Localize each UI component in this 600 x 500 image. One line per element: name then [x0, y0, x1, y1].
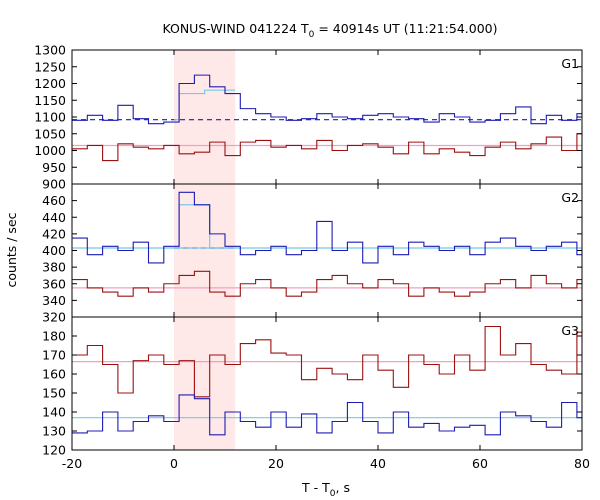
x-tick-label: 20 — [268, 456, 284, 471]
y-tick-label: 1100 — [34, 110, 66, 125]
series-blue-histogram — [72, 74, 582, 125]
series-blue-histogram — [72, 394, 582, 436]
y-tick-label: 1300 — [34, 43, 66, 58]
y-tick-label: 320 — [42, 310, 66, 325]
y-tick-label: 180 — [42, 329, 66, 344]
series-red-histogram — [72, 325, 582, 398]
y-tick-label: 380 — [42, 260, 66, 275]
x-tick-label: 80 — [574, 456, 590, 471]
y-tick-label: 900 — [42, 177, 66, 192]
series-blue-histogram — [72, 191, 582, 264]
series-red-histogram — [72, 270, 582, 297]
x-axis-label: T - T0, s — [301, 480, 350, 499]
panel-label: G3 — [561, 323, 579, 338]
y-tick-label: 120 — [42, 443, 66, 458]
pulse-fit-line — [174, 89, 236, 121]
x-tick-label: 60 — [472, 456, 488, 471]
y-tick-label: 440 — [42, 210, 66, 225]
y-tick-label: 1200 — [34, 76, 66, 91]
y-tick-label: 130 — [42, 424, 66, 439]
series-red-histogram — [72, 133, 582, 162]
y-tick-label: 950 — [42, 160, 66, 175]
y-tick-label: 400 — [42, 243, 66, 258]
panel-frame — [71, 316, 583, 451]
y-tick-label: 420 — [42, 226, 66, 241]
y-tick-label: 460 — [42, 193, 66, 208]
x-tick-label: 40 — [370, 456, 386, 471]
panel-frame — [71, 49, 583, 185]
y-axis-label: counts / sec — [4, 212, 19, 287]
highlight-band — [174, 50, 236, 184]
y-tick-label: 1050 — [34, 126, 66, 141]
y-tick-label: 1000 — [34, 143, 66, 158]
y-tick-label: 1150 — [34, 93, 66, 108]
x-tick-label: 0 — [170, 456, 178, 471]
x-tick-label: -20 — [62, 456, 82, 471]
y-tick-label: 160 — [42, 367, 66, 382]
chart-title: KONUS-WIND 041224 T0 = 40914s UT (11:21:… — [162, 21, 497, 40]
y-tick-label: 170 — [42, 348, 66, 363]
panel-label: G1 — [561, 56, 579, 71]
y-tick-label: 150 — [42, 386, 66, 401]
y-tick-label: 340 — [42, 293, 66, 308]
highlight-band — [174, 317, 236, 450]
y-tick-label: 360 — [42, 276, 66, 291]
y-tick-label: 1250 — [34, 59, 66, 74]
highlight-band — [174, 184, 236, 317]
plot-area: 9009501000105011001150120012501300G13203… — [34, 43, 590, 472]
y-tick-label: 140 — [42, 405, 66, 420]
panel-label: G2 — [561, 190, 579, 205]
